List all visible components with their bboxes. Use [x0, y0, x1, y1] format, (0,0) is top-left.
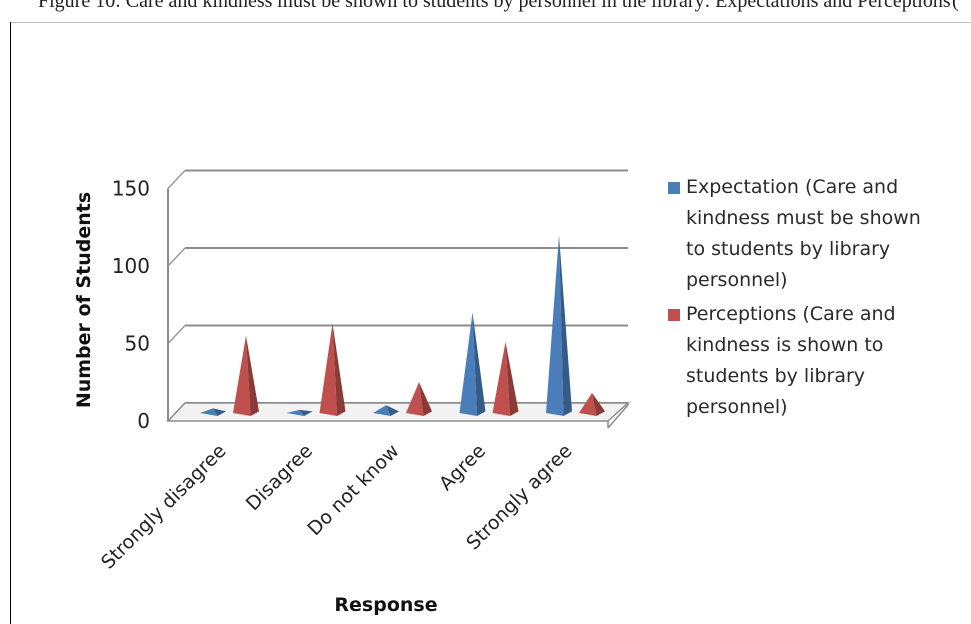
floor-edge — [607, 404, 629, 429]
pyramid-front-face — [459, 312, 478, 416]
pyramid-front-face — [233, 335, 251, 416]
figure-caption-continued: ( — [952, 0, 959, 12]
legend-line: Perceptions (Care and — [686, 303, 896, 325]
legend-swatch-perceptions — [668, 309, 680, 321]
x-axis-title: Response — [334, 594, 437, 616]
pyramid-front-face — [373, 405, 391, 416]
figure-caption: Figure 10: Care and kindness must be sho… — [38, 0, 951, 12]
legend-item-expectation: Expectation (Care and kindness must be s… — [666, 172, 966, 296]
x-tick-label: Strongly disagree — [97, 440, 231, 574]
pyramid-front-face — [319, 323, 338, 416]
wall-connector — [167, 169, 186, 190]
pyramid-expectation — [286, 409, 313, 416]
y-tick-label: 100 — [112, 254, 150, 278]
pyramid-side-face — [299, 409, 313, 416]
y-tick-label: 0 — [137, 409, 150, 433]
pyramid-side-face — [592, 392, 605, 416]
pyramid-side-face — [472, 312, 486, 416]
figure-caption-line: Figure 10: Care and kindness must be sho… — [0, 0, 971, 14]
legend-line: personnel) — [686, 269, 788, 291]
pyramid-perceptions — [492, 341, 519, 416]
pyramid-side-face — [559, 234, 572, 416]
wall-connector — [167, 324, 186, 345]
pyramid-side-face — [419, 382, 432, 416]
pyramid-front-face — [286, 409, 305, 416]
pyramid-side-face — [332, 323, 346, 416]
pyramid-side-face — [386, 405, 399, 416]
legend-line: personnel) — [686, 396, 788, 418]
pyramid-expectation — [459, 312, 486, 416]
legend-line: students by library — [686, 365, 866, 387]
legend-swatch-expectation — [668, 182, 680, 194]
legend-line: kindness is shown to — [686, 334, 884, 356]
x-tick-label: Do not know — [303, 440, 403, 540]
pyramid-front-face — [492, 341, 511, 416]
pyramid-perceptions — [406, 382, 432, 416]
chart-frame-left — [10, 22, 11, 624]
pyramid-perceptions — [233, 335, 259, 416]
pyramid-side-face — [505, 341, 519, 416]
pyramid-expectation — [546, 234, 572, 416]
legend-label-perceptions: Perceptions (Care and kindness is shown … — [686, 303, 896, 418]
pyramid-side-face — [213, 408, 226, 416]
pyramid-expectation — [373, 405, 399, 416]
pyramid-perceptions — [319, 323, 346, 416]
x-tick-label: Disagree — [242, 440, 317, 515]
pyramid-side-face — [246, 335, 259, 416]
pyramid-front-face — [579, 392, 597, 416]
pyramid-perceptions — [579, 392, 605, 416]
legend-line: Expectation (Care and — [686, 176, 899, 198]
wall-connector — [167, 247, 186, 267]
pyramid-front-face — [406, 382, 424, 416]
x-tick-label: Agree — [435, 440, 490, 495]
pyramid-front-face — [546, 234, 564, 416]
chart-legend: Expectation (Care and kindness must be s… — [666, 172, 966, 426]
y-axis-title: Number of Students — [73, 192, 95, 408]
legend-item-perceptions: Perceptions (Care and kindness is shown … — [666, 299, 966, 423]
pyramid-front-face — [200, 408, 218, 416]
legend-line: kindness must be shown — [686, 207, 921, 229]
chart-frame-top — [10, 22, 971, 23]
legend-label-expectation: Expectation (Care and kindness must be s… — [686, 176, 921, 291]
y-tick-label: 50 — [125, 332, 150, 356]
y-tick-label: 150 — [112, 177, 150, 201]
legend-line: to students by library — [686, 238, 891, 260]
pyramid-expectation — [200, 408, 226, 416]
